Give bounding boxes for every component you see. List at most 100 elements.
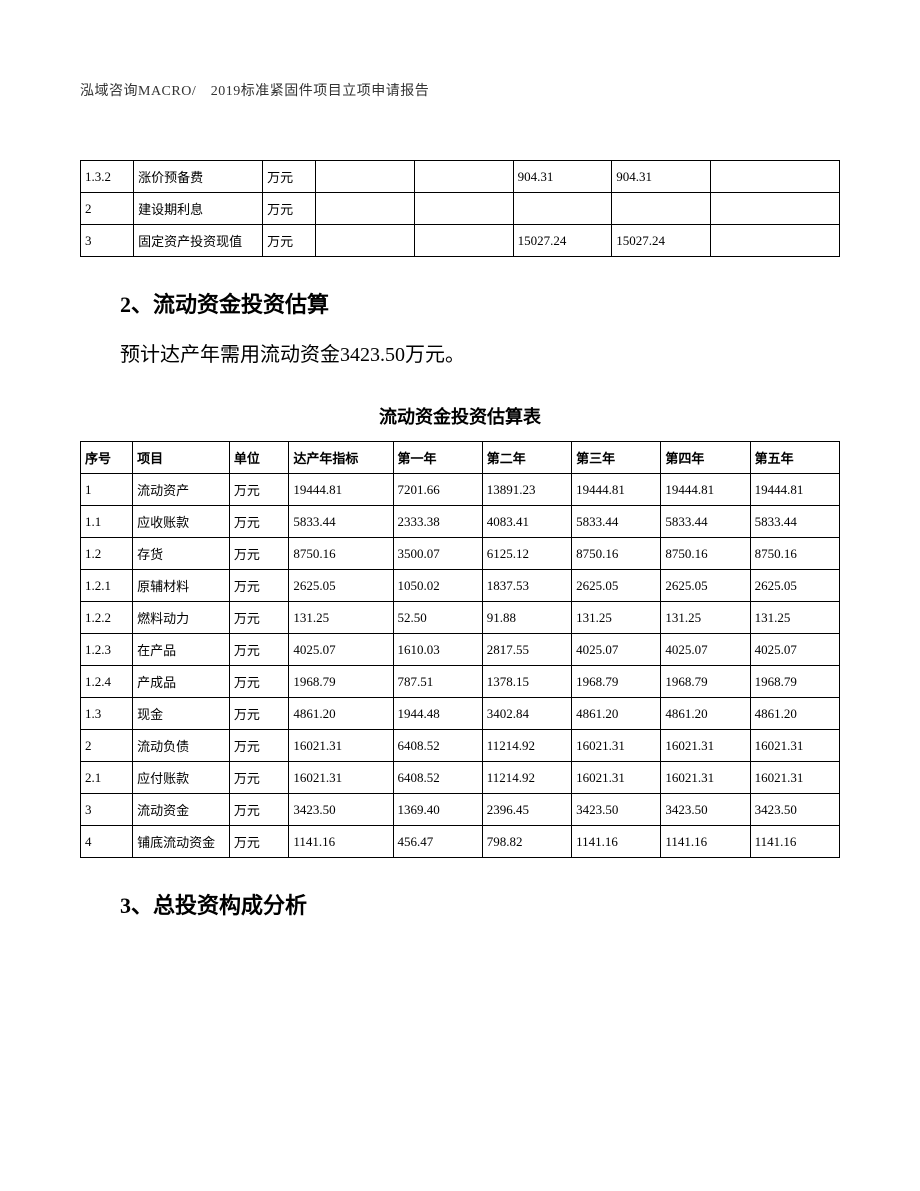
- table-header-cell: 第二年: [482, 442, 571, 474]
- table-cell: 3500.07: [393, 538, 482, 570]
- table-cell: [316, 225, 415, 257]
- table-cell: 7201.66: [393, 474, 482, 506]
- table-cell: 1968.79: [750, 666, 839, 698]
- table-cell: 4025.07: [661, 634, 750, 666]
- table-cell: 91.88: [482, 602, 571, 634]
- table-row: 4铺底流动资金万元1141.16456.47798.821141.161141.…: [81, 826, 840, 858]
- table-cell: 2817.55: [482, 634, 571, 666]
- table-cell: 131.25: [750, 602, 839, 634]
- table-cell: 万元: [229, 698, 289, 730]
- table-cell: 1.2: [81, 538, 133, 570]
- table-cell: 11214.92: [482, 762, 571, 794]
- table-cell: 万元: [229, 730, 289, 762]
- table-cell: 1968.79: [289, 666, 393, 698]
- table-cell: 4861.20: [289, 698, 393, 730]
- table-cell: 3423.50: [289, 794, 393, 826]
- table-row: 2流动负债万元16021.316408.5211214.9216021.3116…: [81, 730, 840, 762]
- table-cell: [513, 193, 612, 225]
- table-cell: 2625.05: [750, 570, 839, 602]
- table-cell: 3423.50: [750, 794, 839, 826]
- table-cell: [612, 193, 711, 225]
- table-cell: 1141.16: [572, 826, 661, 858]
- table-cell: 8750.16: [750, 538, 839, 570]
- table-cell: [316, 193, 415, 225]
- table-cell: 1.3.2: [81, 161, 134, 193]
- table-cell: 1050.02: [393, 570, 482, 602]
- table-cell: 4025.07: [572, 634, 661, 666]
- table-cell: 建设期利息: [134, 193, 263, 225]
- table-cell: 铺底流动资金: [133, 826, 230, 858]
- table-row: 2.1应付账款万元16021.316408.5211214.9216021.31…: [81, 762, 840, 794]
- table-cell: 流动负债: [133, 730, 230, 762]
- table-cell: 1: [81, 474, 133, 506]
- section-2-body: 预计达产年需用流动资金3423.50万元。: [120, 337, 840, 373]
- table-cell: 4861.20: [750, 698, 839, 730]
- table-cell: 1141.16: [289, 826, 393, 858]
- table-cell: 6125.12: [482, 538, 571, 570]
- table-row: 1.2.4产成品万元1968.79787.511378.151968.79196…: [81, 666, 840, 698]
- table-cell: 1.1: [81, 506, 133, 538]
- table-cell: 798.82: [482, 826, 571, 858]
- table-header-cell: 序号: [81, 442, 133, 474]
- table-cell: 在产品: [133, 634, 230, 666]
- table-cell: 15027.24: [612, 225, 711, 257]
- table-cell: 11214.92: [482, 730, 571, 762]
- table-cell: 5833.44: [572, 506, 661, 538]
- table-cell: 16021.31: [661, 730, 750, 762]
- table-row: 1.3.2涨价预备费万元904.31904.31: [81, 161, 840, 193]
- table-cell: 4861.20: [661, 698, 750, 730]
- table-cell: 1.2.4: [81, 666, 133, 698]
- table-cell: 5833.44: [661, 506, 750, 538]
- table-header-cell: 第四年: [661, 442, 750, 474]
- table-cell: 万元: [229, 474, 289, 506]
- table-cell: 2333.38: [393, 506, 482, 538]
- table-cell: 万元: [229, 602, 289, 634]
- table-cell: 904.31: [612, 161, 711, 193]
- table-cell: 6408.52: [393, 762, 482, 794]
- table-cell: 4861.20: [572, 698, 661, 730]
- table-cell: 存货: [133, 538, 230, 570]
- table-cell: 904.31: [513, 161, 612, 193]
- table-cell: 8750.16: [289, 538, 393, 570]
- table-row: 1.3现金万元4861.201944.483402.844861.204861.…: [81, 698, 840, 730]
- table-cell: 现金: [133, 698, 230, 730]
- table-cell: 15027.24: [513, 225, 612, 257]
- table-cell: 16021.31: [750, 730, 839, 762]
- table-row: 1流动资产万元19444.817201.6613891.2319444.8119…: [81, 474, 840, 506]
- table-cell: 1837.53: [482, 570, 571, 602]
- table-cell: 3423.50: [572, 794, 661, 826]
- table-row: 2建设期利息万元: [81, 193, 840, 225]
- table-cell: 19444.81: [572, 474, 661, 506]
- table-row: 3流动资金万元3423.501369.402396.453423.503423.…: [81, 794, 840, 826]
- table-cell: 1.2.2: [81, 602, 133, 634]
- table-cell: 1944.48: [393, 698, 482, 730]
- table-cell: [710, 225, 839, 257]
- table-header-cell: 第五年: [750, 442, 839, 474]
- table-row: 1.2.3在产品万元4025.071610.032817.554025.0740…: [81, 634, 840, 666]
- table-cell: 万元: [263, 193, 316, 225]
- table-cell: 16021.31: [289, 730, 393, 762]
- table-cell: 万元: [229, 762, 289, 794]
- table-cell: 流动资金: [133, 794, 230, 826]
- fixed-asset-investment-table: 1.3.2涨价预备费万元904.31904.312建设期利息万元3固定资产投资现…: [80, 160, 840, 257]
- table-cell: 16021.31: [572, 762, 661, 794]
- table-cell: 5833.44: [289, 506, 393, 538]
- table-cell: 16021.31: [750, 762, 839, 794]
- table-cell: [710, 193, 839, 225]
- table-cell: 应收账款: [133, 506, 230, 538]
- table-cell: 19444.81: [661, 474, 750, 506]
- table-cell: 1378.15: [482, 666, 571, 698]
- table-cell: 2: [81, 193, 134, 225]
- table-header-cell: 第一年: [393, 442, 482, 474]
- table-cell: 万元: [229, 506, 289, 538]
- table-cell: 2625.05: [661, 570, 750, 602]
- table-cell: 2625.05: [572, 570, 661, 602]
- table-cell: 原辅材料: [133, 570, 230, 602]
- table-cell: 万元: [263, 225, 316, 257]
- working-capital-estimate-table: 序号项目单位达产年指标第一年第二年第三年第四年第五年 1流动资产万元19444.…: [80, 441, 840, 858]
- table-cell: 2: [81, 730, 133, 762]
- table-cell: 16021.31: [289, 762, 393, 794]
- table-cell: 4083.41: [482, 506, 571, 538]
- table-cell: 16021.31: [661, 762, 750, 794]
- table-cell: 1.2.1: [81, 570, 133, 602]
